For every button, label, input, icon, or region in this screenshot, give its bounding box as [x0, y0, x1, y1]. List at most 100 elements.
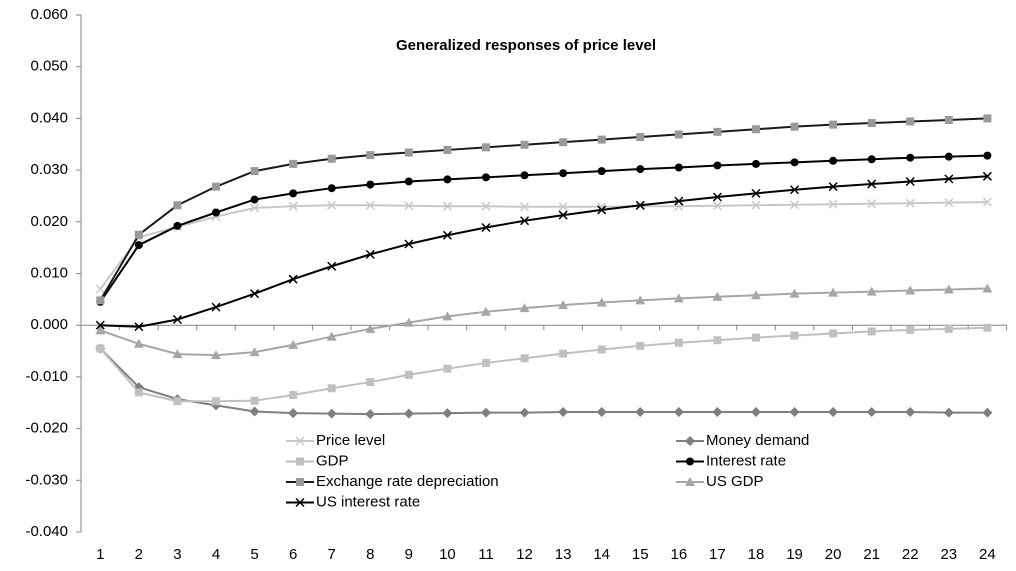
marker: [172, 349, 183, 359]
marker: [685, 477, 695, 486]
marker: [442, 201, 452, 211]
series-line: [99, 117, 988, 301]
marker: [295, 436, 305, 446]
marker: [983, 151, 992, 160]
marker: [905, 176, 915, 187]
marker: [95, 284, 105, 294]
marker: [636, 165, 645, 174]
marker: [906, 117, 915, 126]
marker: [366, 378, 375, 387]
marker: [559, 169, 568, 178]
marker: [751, 159, 760, 168]
marker: [558, 300, 569, 310]
marker: [250, 203, 260, 213]
marker: [288, 339, 299, 349]
x-tick-label: 18: [748, 546, 765, 563]
marker: [790, 185, 800, 195]
marker: [790, 200, 800, 210]
marker: [943, 407, 954, 418]
x-tick-label: 10: [439, 546, 456, 563]
marker: [288, 274, 298, 284]
series-line: [99, 287, 988, 357]
marker: [173, 201, 182, 210]
marker: [559, 138, 568, 147]
marker: [326, 408, 337, 419]
marker: [442, 408, 453, 419]
x-tick-label: 1: [96, 546, 104, 563]
legend-label: Money demand: [706, 432, 809, 449]
marker: [829, 120, 838, 129]
marker: [712, 201, 722, 211]
x-tick-label: 6: [289, 546, 297, 563]
marker: [905, 407, 916, 418]
marker: [673, 293, 684, 303]
marker: [867, 155, 876, 164]
marker: [96, 344, 105, 353]
marker: [712, 407, 723, 418]
marker: [210, 350, 221, 360]
x-tick-label: 14: [593, 546, 610, 563]
legend-label: Interest rate: [706, 452, 786, 469]
marker: [442, 311, 453, 321]
marker: [366, 180, 375, 189]
x-tick-label: 7: [328, 546, 336, 563]
marker: [597, 205, 607, 215]
marker: [674, 163, 683, 172]
marker: [597, 135, 606, 144]
marker: [443, 145, 452, 154]
marker: [95, 320, 105, 330]
marker: [635, 295, 646, 305]
marker: [134, 388, 143, 397]
marker: [558, 202, 568, 212]
marker: [829, 329, 838, 338]
legend-label: US GDP: [706, 473, 764, 490]
marker: [712, 291, 723, 301]
marker: [866, 407, 877, 418]
series-line: [99, 347, 988, 416]
marker: [327, 384, 336, 393]
series-line: [99, 201, 988, 290]
marker: [751, 125, 760, 134]
marker: [559, 349, 568, 358]
marker: [288, 408, 299, 419]
y-tick-label: 0.000: [30, 316, 68, 333]
marker: [789, 407, 800, 418]
marker: [983, 114, 992, 123]
marker: [866, 286, 877, 296]
y-tick-label: 0.040: [30, 109, 68, 126]
marker: [944, 115, 953, 124]
x-tick-label: 20: [825, 546, 842, 563]
marker: [713, 336, 722, 345]
marker: [520, 354, 529, 363]
marker: [597, 345, 606, 354]
marker: [365, 200, 375, 210]
marker: [867, 199, 877, 209]
marker: [751, 333, 760, 342]
marker: [134, 322, 144, 332]
marker: [636, 341, 645, 350]
marker: [443, 364, 452, 373]
marker: [404, 201, 414, 211]
x-tick-label: 8: [366, 546, 374, 563]
marker: [790, 331, 799, 340]
marker: [673, 407, 684, 418]
marker: [365, 409, 376, 420]
marker: [867, 327, 876, 336]
x-tick-label: 23: [940, 546, 957, 563]
marker: [558, 407, 569, 418]
marker: [211, 182, 220, 191]
marker: [173, 221, 182, 230]
marker: [520, 171, 529, 180]
marker: [943, 284, 954, 294]
marker: [944, 174, 954, 184]
marker: [906, 325, 915, 334]
marker: [944, 152, 953, 161]
x-tick-label: 17: [709, 546, 726, 563]
x-tick-label: 2: [135, 546, 143, 563]
x-tick-label: 21: [863, 546, 880, 563]
chart-title: Generalized responses of price level: [396, 37, 656, 54]
marker: [480, 407, 491, 418]
marker: [982, 171, 992, 181]
y-tick-label: 0.060: [30, 6, 68, 23]
